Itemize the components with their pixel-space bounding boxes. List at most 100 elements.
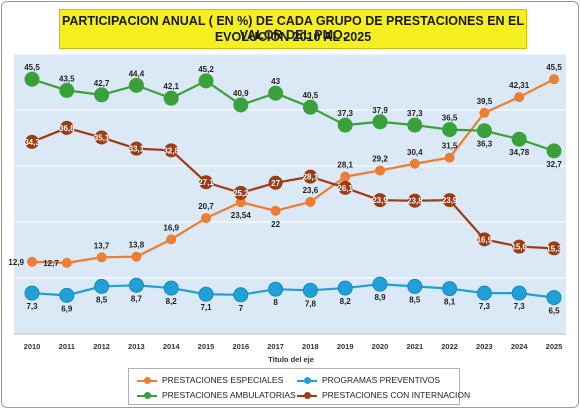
series-line (31, 78, 555, 264)
data-label: 45,2 (198, 65, 214, 74)
data-point (270, 205, 281, 216)
legend-label: PRESTACIONES ESPECIALES (162, 375, 284, 385)
data-point (407, 278, 423, 294)
data-label: 26,1 (337, 184, 353, 193)
data-point (442, 281, 458, 297)
data-label: 42,7 (94, 79, 110, 88)
data-label: 8,2 (166, 297, 178, 306)
data-point (407, 117, 423, 133)
x-tick-label: 2013 (128, 342, 145, 351)
data-label: 27 (271, 179, 280, 188)
data-point (375, 165, 385, 176)
data-label: 13,8 (129, 241, 145, 250)
legend-marker-swatch (144, 392, 151, 399)
x-tick-label: 2017 (267, 342, 284, 351)
data-point (476, 123, 492, 139)
data-point (61, 257, 72, 268)
chart-title: PARTICIPACION ANUAL ( EN %) DE CADA GRUP… (61, 14, 525, 42)
data-label: 8,5 (409, 295, 421, 304)
data-label: 22 (271, 220, 280, 229)
data-point (199, 175, 213, 190)
data-label: 8,7 (131, 294, 143, 303)
legend-marker-swatch (304, 377, 311, 384)
x-axis-title: Título del eje (268, 355, 314, 364)
data-point (549, 74, 559, 85)
data-point (268, 281, 284, 297)
data-point (163, 280, 179, 296)
series-line (31, 283, 555, 299)
data-label: 7,3 (26, 302, 38, 311)
data-point (198, 73, 214, 89)
x-tick-label: 2023 (476, 342, 493, 351)
data-point (373, 193, 387, 208)
legend-label: PRESTACIONES CON INTERNACION (322, 390, 471, 400)
data-label: 7,1 (200, 303, 212, 312)
data-label: 45,5 (546, 63, 562, 72)
data-label: 7,3 (479, 302, 491, 311)
data-label: 8 (273, 298, 278, 307)
data-label: 40,5 (303, 91, 319, 100)
data-label: 35,1 (94, 133, 110, 142)
data-label: 16,9 (163, 223, 179, 232)
data-point (303, 169, 318, 184)
data-label: 8,9 (374, 293, 386, 302)
data-label: 44,4 (129, 69, 145, 78)
data-point (59, 120, 74, 135)
x-tick-label: 2010 (24, 342, 41, 351)
data-label: 43 (271, 77, 280, 86)
data-point (163, 90, 179, 106)
data-point (511, 285, 527, 301)
data-label: 23,8 (407, 197, 423, 206)
x-tick-label: 2022 (441, 342, 458, 351)
legend-label: PROGRAMAS PREVENTIVOS (322, 375, 441, 385)
legend-marker-swatch (304, 392, 311, 399)
data-point (198, 286, 214, 302)
data-point (27, 256, 37, 267)
data-label: 23,54 (231, 211, 252, 220)
x-tick-label: 2011 (59, 342, 75, 351)
data-label: 34,3 (24, 138, 40, 147)
data-point (407, 193, 422, 208)
data-point (201, 213, 211, 224)
data-label: 23,9 (442, 196, 458, 205)
data-point (59, 287, 75, 303)
data-label: 23,6 (303, 186, 319, 195)
data-point (94, 87, 110, 103)
x-tick-label: 2015 (198, 342, 215, 351)
x-tick-label: 2021 (406, 342, 423, 351)
data-label: 16,9 (477, 235, 493, 244)
x-tick-label: 2018 (302, 342, 319, 351)
data-point (479, 107, 490, 118)
data-label: 12,9 (8, 258, 24, 267)
data-label: 33,1 (129, 145, 145, 154)
data-point (302, 99, 318, 115)
data-point (233, 287, 249, 303)
data-point (547, 241, 561, 256)
legend-marker-swatch (144, 377, 151, 384)
data-label: 32,8 (163, 146, 179, 155)
data-label: 39,5 (477, 97, 493, 106)
data-label: 6,9 (61, 304, 73, 313)
data-label: 25,2 (233, 189, 249, 198)
data-label: 34,78 (509, 148, 530, 157)
data-point (546, 143, 562, 159)
data-label: 8,1 (444, 298, 456, 307)
data-label: 12,7 (43, 259, 59, 268)
data-label: 23,9 (372, 196, 388, 205)
data-point (372, 276, 388, 292)
data-label: 30,4 (407, 148, 423, 157)
data-point (546, 290, 562, 306)
data-point (166, 234, 177, 245)
data-point (129, 141, 144, 156)
chart-subtitle: EVOLUCIÓN 2010 AL 2025 (214, 30, 372, 44)
x-tick-label: 2019 (337, 342, 354, 351)
data-label: 7,8 (305, 299, 317, 308)
data-label: 8,2 (340, 297, 352, 306)
data-label: 36,5 (442, 114, 458, 123)
data-label: 31,5 (442, 142, 458, 151)
data-point (442, 193, 457, 208)
data-label: 6,5 (548, 307, 560, 316)
data-point (337, 280, 353, 296)
